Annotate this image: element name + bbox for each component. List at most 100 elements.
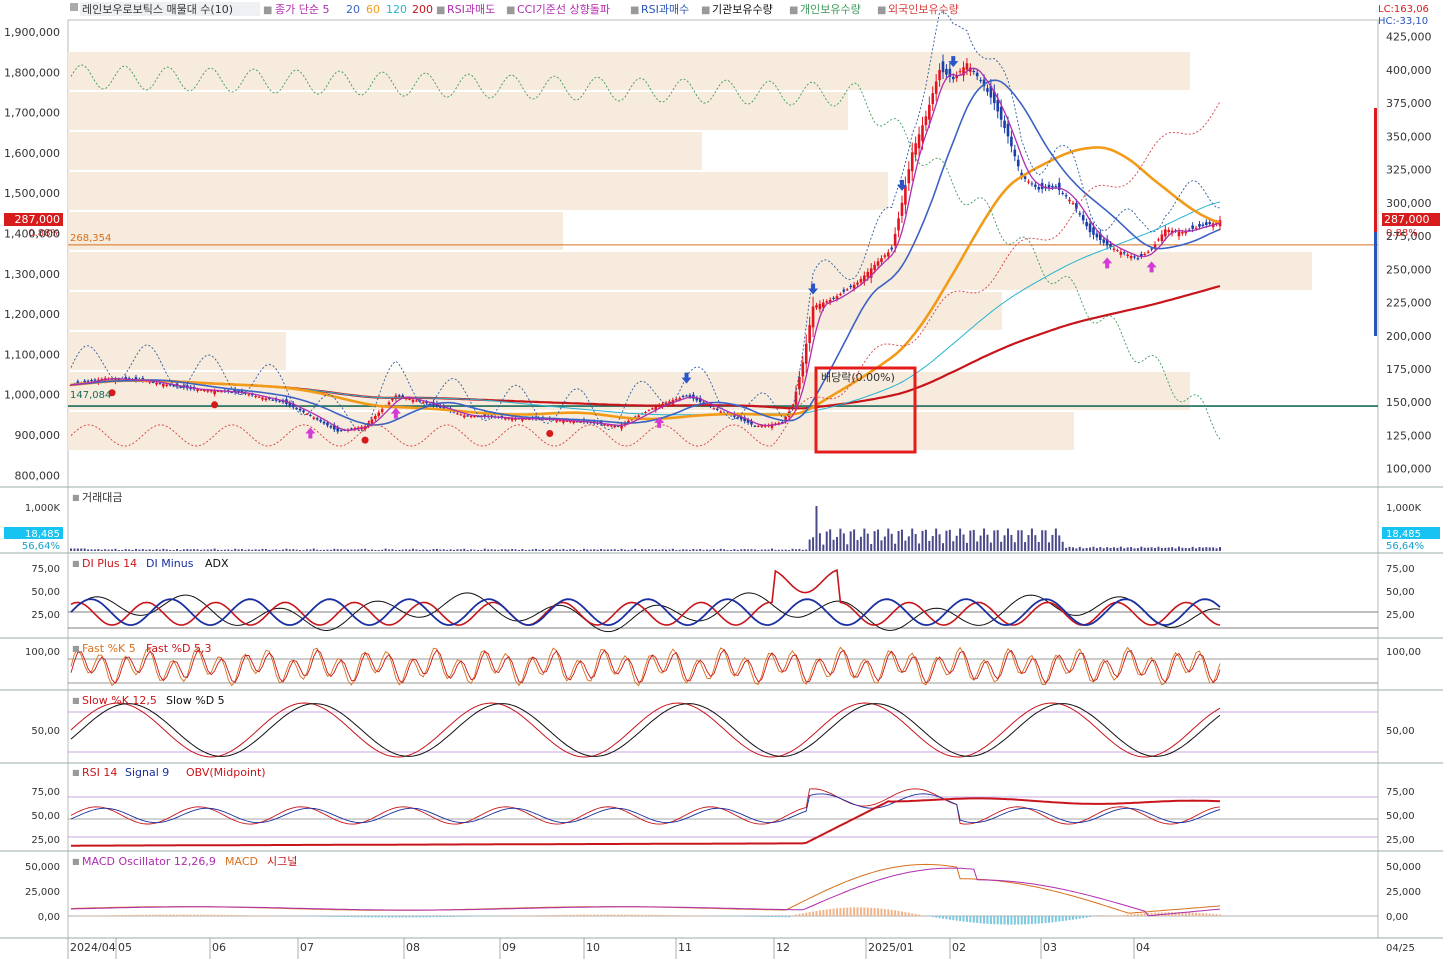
volume-bar xyxy=(562,548,565,551)
rsi-tick-25-r: 25,00 xyxy=(1386,835,1415,846)
macd-histogram-bar xyxy=(254,915,257,916)
volume-bar xyxy=(805,549,808,551)
candle xyxy=(1034,184,1037,187)
macd-histogram-bar xyxy=(962,916,965,922)
macd-histogram-bar xyxy=(319,916,322,917)
candle xyxy=(842,289,846,292)
macd-histogram-bar xyxy=(931,916,934,918)
right-price-tick: 250,000 xyxy=(1386,263,1432,276)
macd-histogram-bar xyxy=(877,908,880,916)
macd-histogram-bar xyxy=(1123,914,1126,916)
candle xyxy=(326,422,329,426)
macd-histogram-bar xyxy=(873,908,876,916)
volume-zone xyxy=(68,52,1190,90)
volume-bar xyxy=(965,542,968,551)
macd-histogram-bar xyxy=(747,916,750,917)
volume-bar xyxy=(429,549,432,551)
svg-text:■: ■ xyxy=(630,5,639,16)
macd-histogram-bar xyxy=(418,916,421,918)
volume-bar xyxy=(603,549,606,551)
macd-histogram-bar xyxy=(176,914,179,916)
x-label: 11 xyxy=(678,941,692,954)
macd-histogram-bar xyxy=(470,916,473,917)
candle xyxy=(1037,187,1041,190)
volume-bar xyxy=(1198,547,1201,551)
macd-histogram-bar xyxy=(1041,916,1044,924)
left-price-tick: 800,000 xyxy=(15,469,61,482)
volume-bar xyxy=(227,549,230,551)
obv-line xyxy=(71,797,1221,847)
candle xyxy=(835,296,839,299)
volume-bar xyxy=(695,549,698,551)
candle xyxy=(1184,231,1188,234)
candles xyxy=(69,54,1222,434)
macd-histogram-bar xyxy=(384,916,387,918)
candle xyxy=(298,408,302,411)
dmi-plus-label: DI Plus 14 xyxy=(82,557,137,570)
volume-bar xyxy=(661,549,664,551)
rsi-sell-arrow xyxy=(390,407,401,419)
volume-bar xyxy=(853,529,856,551)
volume-bar xyxy=(593,549,596,551)
volume-bar xyxy=(548,549,551,551)
candle xyxy=(965,63,969,70)
macd-histogram-bar xyxy=(641,914,644,916)
macd-histogram-bar xyxy=(541,915,544,916)
macd-tick-0-r: 0,00 xyxy=(1386,912,1408,923)
x-axis: 2024/04 05 06 07 08 09 10 11 12 2025/01 02 03 04 xyxy=(67,938,1150,959)
volume-bar xyxy=(449,549,452,551)
volume-bar xyxy=(504,549,507,551)
macd-histogram-bar xyxy=(959,916,962,922)
volume-bar xyxy=(391,549,394,551)
x-label: 05 xyxy=(118,941,132,954)
left-price-tick: 1,200,000 xyxy=(4,308,60,321)
volume-zone xyxy=(68,132,702,170)
macd-histogram-bar xyxy=(610,914,613,916)
candle xyxy=(900,202,904,216)
volume-bar xyxy=(350,549,353,551)
macd-histogram-bar xyxy=(203,914,206,916)
candle xyxy=(1126,254,1129,257)
volume-bar xyxy=(948,529,951,551)
candle xyxy=(480,416,483,418)
volume-bar xyxy=(774,549,777,551)
macd-histogram-bar xyxy=(1078,916,1081,919)
volume-bar xyxy=(952,541,955,551)
volume-bar xyxy=(986,534,989,551)
candle xyxy=(685,395,688,397)
volume-bar xyxy=(822,544,825,551)
candle xyxy=(442,406,446,409)
volume-bar xyxy=(377,549,380,551)
macd-histogram-bar xyxy=(863,907,866,916)
volume-bar xyxy=(199,549,202,551)
fast-k-label: Fast %K 5 xyxy=(82,642,136,655)
candle xyxy=(739,416,743,420)
candle xyxy=(613,425,617,428)
macd-histogram-bar xyxy=(117,915,120,916)
volume-bar xyxy=(921,530,924,551)
macd-histogram-bar xyxy=(104,915,107,916)
macd-histogram-bar xyxy=(856,907,859,916)
candle xyxy=(1191,225,1194,229)
volume-bar xyxy=(134,548,137,551)
candle xyxy=(507,418,511,420)
volume-bar xyxy=(623,549,626,551)
volume-bar xyxy=(733,549,736,551)
slow-tick-50-r: 50,00 xyxy=(1386,726,1415,737)
candle xyxy=(743,417,746,422)
candle xyxy=(291,403,295,408)
volume-bar xyxy=(832,539,835,551)
macd-histogram-bar xyxy=(682,915,685,916)
volume-bar xyxy=(83,548,86,551)
candle xyxy=(746,419,750,423)
candle xyxy=(1177,231,1181,237)
volume-bar xyxy=(258,549,261,551)
macd-histogram-bar xyxy=(836,908,838,916)
macd-histogram-bar xyxy=(1048,916,1051,923)
macd-histogram-bar xyxy=(1092,916,1095,917)
candle xyxy=(527,418,531,420)
volume-bar xyxy=(688,549,691,551)
volume-bar xyxy=(93,549,96,551)
volume-bar xyxy=(165,549,168,551)
